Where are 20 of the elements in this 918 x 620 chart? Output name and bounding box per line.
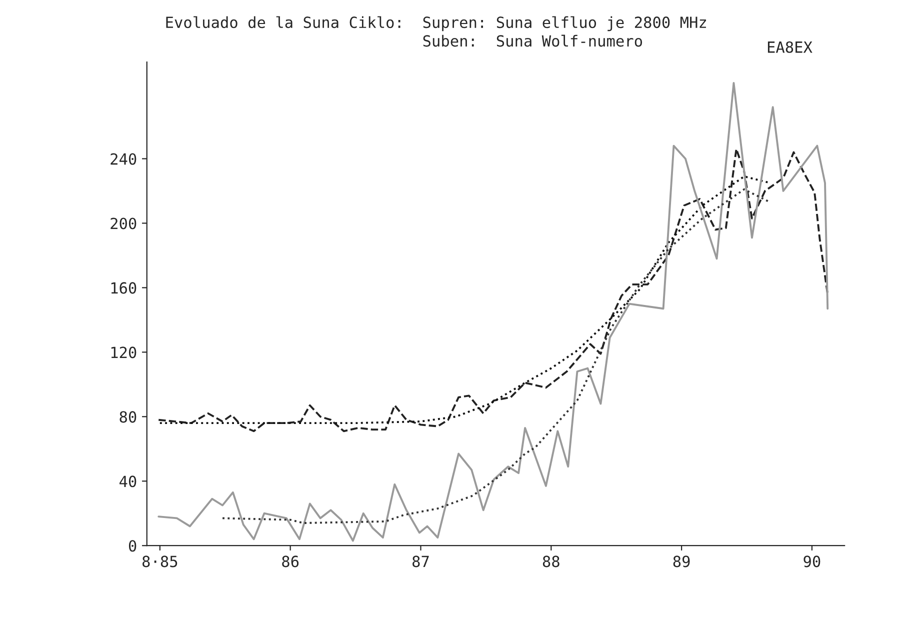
text: Supren: Suna elfluo je 2800 MHz [423,16,706,32]
text: Suben: Suna Wolf-numero [423,34,642,47]
line-series [222,188,772,524]
y-tick-label: 40 [120,476,136,488]
x-tick-label: 87 [412,556,429,568]
y-tick-label: 120 [111,346,136,358]
x-tick-label: 89 [673,556,690,568]
y-tick-label: 200 [110,218,136,230]
x-tick-label: 88 [542,556,560,568]
line-series [158,82,829,542]
chart-title: Evoluado de la Suna Ciklo: [166,16,400,28]
x-tick-label: 8·85 [142,556,178,568]
y-tick-label: 0 [128,540,136,552]
x-tick-label: 86 [282,556,299,568]
y-tick-label: 240 [110,153,136,165]
y-tick-label: 160 [111,282,136,294]
line-series [158,148,829,432]
text: EA8EX [768,41,812,53]
y-tick-label: 80 [120,411,136,423]
x-tick-label: 90 [804,556,820,568]
